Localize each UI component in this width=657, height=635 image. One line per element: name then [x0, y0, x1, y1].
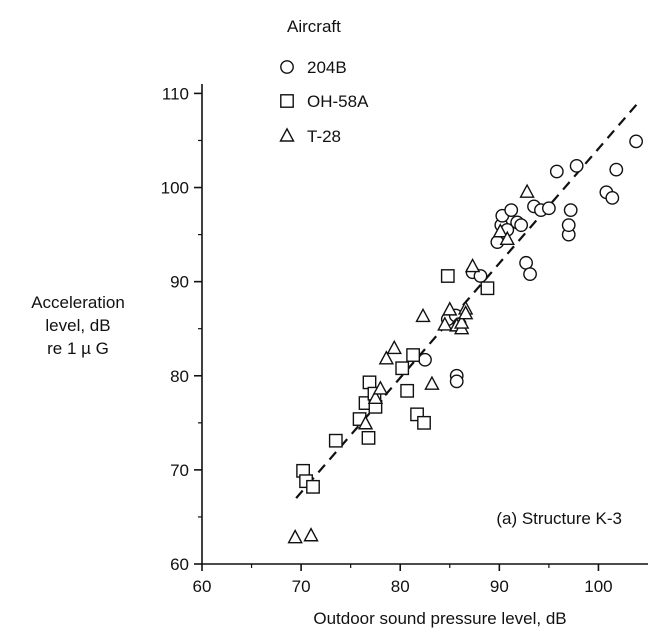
legend-items: 204B OH-58A T-28 — [279, 58, 369, 146]
data-point — [609, 162, 624, 177]
series-t-28 — [287, 183, 535, 544]
data-point — [449, 374, 464, 389]
data-point — [514, 218, 529, 233]
data-point — [361, 430, 376, 445]
data-point — [499, 230, 515, 245]
data-point — [362, 375, 377, 390]
data-point — [417, 415, 431, 430]
legend: Aircraft 204B OH-58A T-28 — [279, 17, 369, 146]
data-point — [367, 389, 384, 405]
y-axis-title-line-1: Acceleration — [31, 293, 125, 312]
x-tick-label: 90 — [490, 577, 509, 596]
data-point — [464, 257, 481, 273]
data-point — [424, 375, 440, 390]
data-point — [415, 307, 431, 323]
data-point — [400, 383, 415, 398]
data-point — [406, 348, 421, 362]
data-point — [561, 218, 576, 233]
structure-annotation: (a) Structure K-3 — [496, 509, 622, 528]
data-point — [492, 223, 509, 238]
x-ticks: 60 70 80 90 100 — [193, 564, 613, 596]
data-point — [629, 134, 644, 149]
x-tick-label: 100 — [584, 577, 612, 596]
legend-label: OH-58A — [307, 92, 369, 111]
trend-line — [295, 102, 639, 499]
data-point — [395, 361, 410, 376]
legend-label: T-28 — [307, 127, 341, 146]
y-tick-label: 70 — [170, 461, 189, 480]
data-point — [453, 314, 470, 329]
y-ticks: 60 70 80 90 100 110 — [161, 84, 202, 574]
data-point — [440, 269, 455, 283]
data-point — [504, 203, 519, 218]
data-point — [473, 269, 488, 283]
data-point — [306, 479, 320, 494]
data-point — [549, 164, 564, 179]
data-point — [287, 529, 303, 544]
x-tick-label: 80 — [391, 577, 410, 596]
data-point — [523, 267, 537, 282]
series-204b — [418, 134, 644, 389]
y-tick-label: 100 — [161, 179, 189, 198]
legend-marker-triangle — [279, 127, 295, 142]
data-points — [287, 134, 644, 544]
y-axis-title-line-2: level, dB — [45, 316, 110, 335]
y-axis-title-line-3: re 1 µ G — [47, 339, 109, 358]
data-point — [605, 190, 620, 205]
legend-marker-circle — [280, 60, 294, 74]
y-tick-label: 90 — [170, 273, 189, 292]
data-point — [442, 301, 458, 316]
x-tick-label: 70 — [292, 577, 311, 596]
data-point — [303, 527, 319, 542]
legend-title: Aircraft — [287, 17, 341, 36]
data-point — [378, 350, 395, 365]
data-point — [541, 201, 556, 216]
legend-label: 204B — [307, 58, 347, 77]
data-point — [480, 281, 495, 296]
data-point — [457, 305, 474, 320]
y-tick-label: 60 — [170, 555, 189, 574]
data-point — [519, 255, 533, 270]
x-axis-title: Outdoor sound pressure level, dB — [313, 609, 566, 628]
data-point — [357, 415, 374, 430]
data-point — [519, 183, 535, 198]
data-point — [328, 433, 343, 448]
data-point — [372, 380, 389, 395]
data-point — [418, 352, 432, 367]
data-point — [569, 158, 584, 173]
data-point — [437, 316, 453, 331]
axes — [201, 84, 648, 565]
data-point — [386, 339, 402, 355]
y-tick-label: 110 — [162, 84, 189, 103]
legend-marker-square — [280, 94, 294, 108]
y-tick-label: 80 — [170, 367, 189, 386]
data-point — [563, 203, 578, 218]
x-tick-label: 60 — [193, 577, 212, 596]
